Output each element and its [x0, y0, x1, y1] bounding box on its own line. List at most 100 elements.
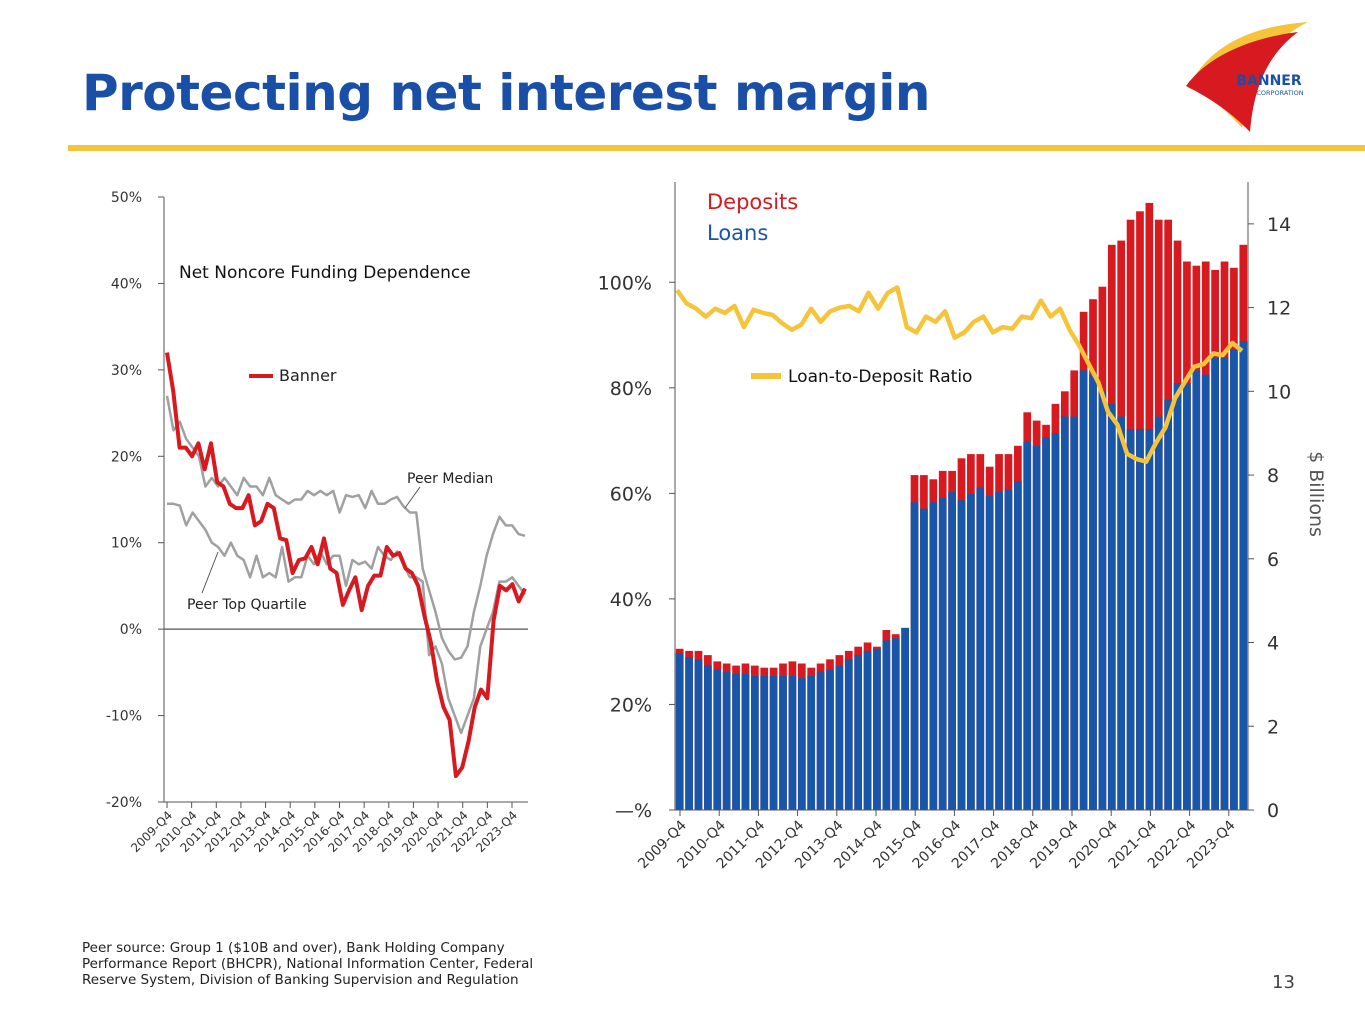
loans-bar [807, 676, 816, 810]
right-axis-title: $ Billions [1305, 451, 1327, 537]
loans-bar [1107, 403, 1116, 810]
loans-bar [1230, 349, 1238, 810]
right-tick-label: 2 [1267, 716, 1279, 738]
legend-label-banner: Banner [279, 366, 337, 385]
loans-bar [704, 665, 712, 810]
page-number: 13 [1272, 972, 1295, 993]
series-line-peer-top-quartile [167, 502, 527, 735]
left-tick-label: 60% [610, 483, 652, 505]
loans-bar [1023, 441, 1032, 810]
loans-bar [732, 673, 740, 810]
loans-bar [1173, 383, 1182, 810]
left-tick-label: 80% [610, 378, 652, 400]
loans-bar [844, 659, 853, 810]
loans-bar [1070, 416, 1079, 810]
loans-bar [995, 491, 1003, 810]
loans-bar [713, 669, 722, 810]
loans-bar [1183, 383, 1191, 810]
loans-bar [816, 671, 825, 810]
title-underline [68, 145, 1365, 151]
loans-bar [1220, 357, 1229, 810]
right-tick-label: 6 [1267, 549, 1279, 571]
loans-bar [891, 638, 900, 810]
left-tick-label: 100% [598, 272, 652, 294]
y-tick-label: 10% [111, 536, 142, 552]
left-tick-label: 20% [610, 694, 652, 716]
left-tick-label: 40% [610, 589, 652, 611]
loans-bar [976, 487, 985, 810]
loans-bar [1145, 429, 1154, 810]
annotation-peer-median: Peer Median [407, 471, 493, 487]
loans-bar [694, 659, 703, 810]
ltd-ratio-line [675, 285, 1244, 464]
annotation-leader-peer-top-quartile [201, 551, 219, 594]
logo-sail-red-icon [1186, 32, 1298, 132]
loans-bar [863, 650, 872, 810]
right-tick-label: 10 [1267, 381, 1291, 403]
right-tick-label: 4 [1267, 633, 1279, 655]
loans-bar [854, 655, 863, 810]
loans-bar [1004, 489, 1013, 810]
right-tick-label: 14 [1267, 214, 1291, 236]
source-note: Peer source: Group 1 ($10B and over), Ba… [82, 940, 534, 988]
loans-bar [1079, 370, 1088, 810]
loans-bar [797, 678, 806, 810]
loans-bar [760, 676, 769, 810]
loans-bar [1060, 416, 1069, 810]
right-tick-label: 12 [1267, 298, 1291, 320]
y-tick-label: -10% [106, 709, 142, 725]
annotation-peer-top-quartile: Peer Top Quartile [187, 597, 307, 613]
loans-bar [967, 493, 975, 810]
logo-subtitle: CORPORATION [1256, 89, 1303, 97]
y-tick-label: 30% [111, 363, 142, 379]
loans-bar [1032, 445, 1041, 810]
y-tick-label: 0% [120, 622, 142, 638]
loans-bar [901, 627, 909, 810]
loans-bar [675, 653, 684, 810]
loans-bar [920, 508, 928, 810]
loans-bar [1211, 357, 1219, 810]
annotation-leader-peer-median [404, 486, 421, 509]
right-tick-label: 8 [1267, 465, 1279, 487]
right-tick-label: 0 [1267, 800, 1279, 822]
loans-bar [1051, 433, 1060, 810]
loans-bar [788, 676, 797, 810]
y-tick-label: 40% [111, 276, 142, 292]
chart-title: Net Noncore Funding Dependence [179, 263, 471, 283]
loans-bar [769, 676, 778, 810]
loans-bar [1126, 429, 1135, 810]
loans-bar [1154, 416, 1163, 810]
loans-bar [722, 671, 731, 810]
legend-label-loans: Loans [707, 221, 768, 245]
noncore-funding-chart: 50%40%30%20%10%0%-10%-20%2009-Q42010-Q42… [106, 190, 528, 855]
loans-bar [910, 502, 919, 810]
loans-bar [1239, 341, 1248, 810]
loans-bar [1089, 374, 1097, 810]
loans-bar [948, 491, 956, 810]
loans-bar [873, 648, 881, 810]
y-tick-label: 20% [111, 449, 142, 465]
loans-bar [685, 657, 693, 810]
y-tick-label: -20% [106, 795, 142, 811]
loans-bar [1136, 429, 1144, 810]
series-line-banner [165, 352, 527, 779]
loans-bar [750, 676, 759, 810]
loans-bar [835, 665, 844, 810]
loans-bar [1117, 416, 1126, 810]
loans-bar [1201, 374, 1210, 810]
loans-bar [1014, 481, 1022, 810]
y-tick-label: 50% [111, 190, 142, 206]
loans-bar [985, 496, 994, 810]
left-tick-label: —% [615, 800, 652, 822]
logo-wordmark: BANNER [1236, 73, 1302, 89]
loans-bar [957, 500, 966, 810]
loans-bar [1164, 399, 1172, 810]
loans-bar [882, 640, 891, 810]
loans-bar [1192, 370, 1201, 810]
loans-bar [826, 669, 834, 810]
loans-bar [779, 676, 787, 810]
series-line-peer-median [165, 395, 526, 661]
page-title: Protecting net interest margin [82, 64, 930, 122]
loans-bar [929, 502, 938, 810]
